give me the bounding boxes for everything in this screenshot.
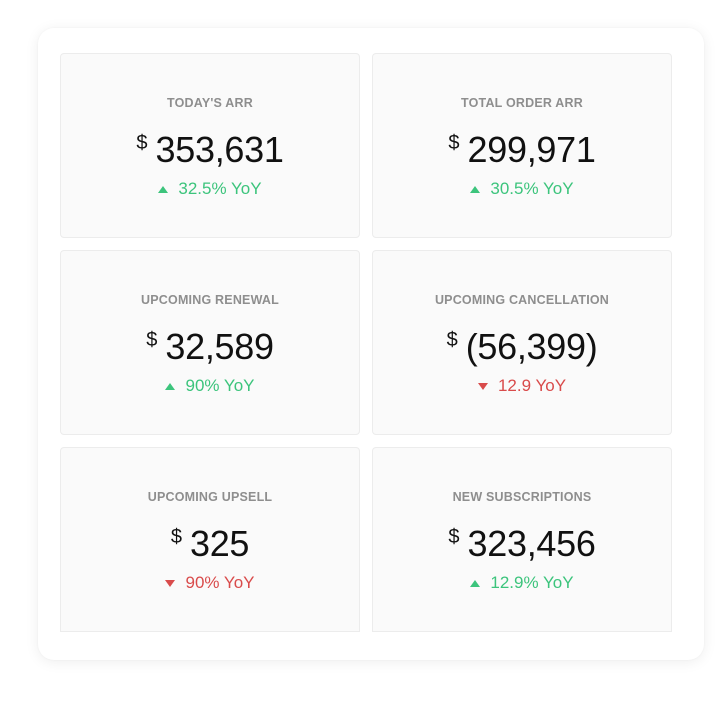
metric-change-text: 90% YoY	[185, 376, 255, 395]
triangle-up-icon	[470, 185, 481, 193]
metrics-grid: TODAY'S ARR $ 353,631 32.5% YoY TOTAL OR…	[60, 53, 672, 632]
metric-change-text: 12.9% YoY	[490, 573, 574, 592]
metric-card-upcoming-renewal: UPCOMING RENEWAL $ 32,589 90% YoY	[60, 250, 360, 435]
metric-card-upcoming-cancellation: UPCOMING CANCELLATION $ (56,399) 12.9 Yo…	[372, 250, 672, 435]
currency-symbol: $	[136, 132, 148, 154]
triangle-up-icon	[158, 185, 169, 193]
metric-value: $ 353,631	[61, 130, 359, 170]
metric-title: UPCOMING CANCELLATION	[434, 293, 610, 307]
metric-title: NEW SUBSCRIPTIONS	[452, 490, 592, 504]
metric-title: TOTAL ORDER ARR	[461, 96, 583, 110]
metric-amount: (56,399)	[465, 326, 598, 367]
metric-title: TODAY'S ARR	[167, 96, 253, 110]
metric-title: UPCOMING UPSELL	[147, 490, 273, 504]
metric-amount: 353,631	[155, 129, 284, 170]
metric-value: $ 323,456	[373, 524, 671, 564]
metric-change: 90% YoY	[61, 376, 359, 396]
currency-symbol: $	[448, 132, 460, 154]
metric-change: 12.9% YoY	[373, 573, 671, 593]
triangle-down-icon	[477, 382, 488, 390]
metric-amount: 299,971	[467, 129, 596, 170]
currency-symbol: $	[146, 329, 158, 351]
metrics-panel: TODAY'S ARR $ 353,631 32.5% YoY TOTAL OR…	[38, 28, 704, 660]
metric-amount: 325	[189, 523, 250, 564]
metric-value: $ 32,589	[61, 327, 359, 367]
currency-symbol: $	[170, 526, 182, 548]
metric-card-new-subscriptions: NEW SUBSCRIPTIONS $ 323,456 12.9% YoY	[372, 447, 672, 632]
triangle-down-icon	[165, 579, 176, 587]
triangle-up-icon	[470, 579, 481, 587]
metric-change: 32.5% YoY	[61, 179, 359, 199]
metric-card-total-order-arr: TOTAL ORDER ARR $ 299,971 30.5% YoY	[372, 53, 672, 238]
metric-amount: 323,456	[467, 523, 596, 564]
metric-change: 30.5% YoY	[373, 179, 671, 199]
metric-amount: 32,589	[165, 326, 274, 367]
metric-change-text: 90% YoY	[185, 573, 255, 592]
metric-card-todays-arr: TODAY'S ARR $ 353,631 32.5% YoY	[60, 53, 360, 238]
metric-value: $ 299,971	[373, 130, 671, 170]
metric-card-upcoming-upsell: UPCOMING UPSELL $ 325 90% YoY	[60, 447, 360, 632]
triangle-up-icon	[165, 382, 176, 390]
metric-change: 12.9 YoY	[373, 376, 671, 396]
metric-change-text: 12.9 YoY	[497, 376, 567, 395]
metric-change-text: 30.5% YoY	[490, 179, 574, 198]
metric-title: UPCOMING RENEWAL	[141, 293, 279, 307]
currency-symbol: $	[448, 526, 460, 548]
currency-symbol: $	[446, 329, 458, 351]
metric-change-text: 32.5% YoY	[178, 179, 262, 198]
metric-value: $ (56,399)	[373, 327, 671, 367]
metric-value: $ 325	[61, 524, 359, 564]
metric-change: 90% YoY	[61, 573, 359, 593]
